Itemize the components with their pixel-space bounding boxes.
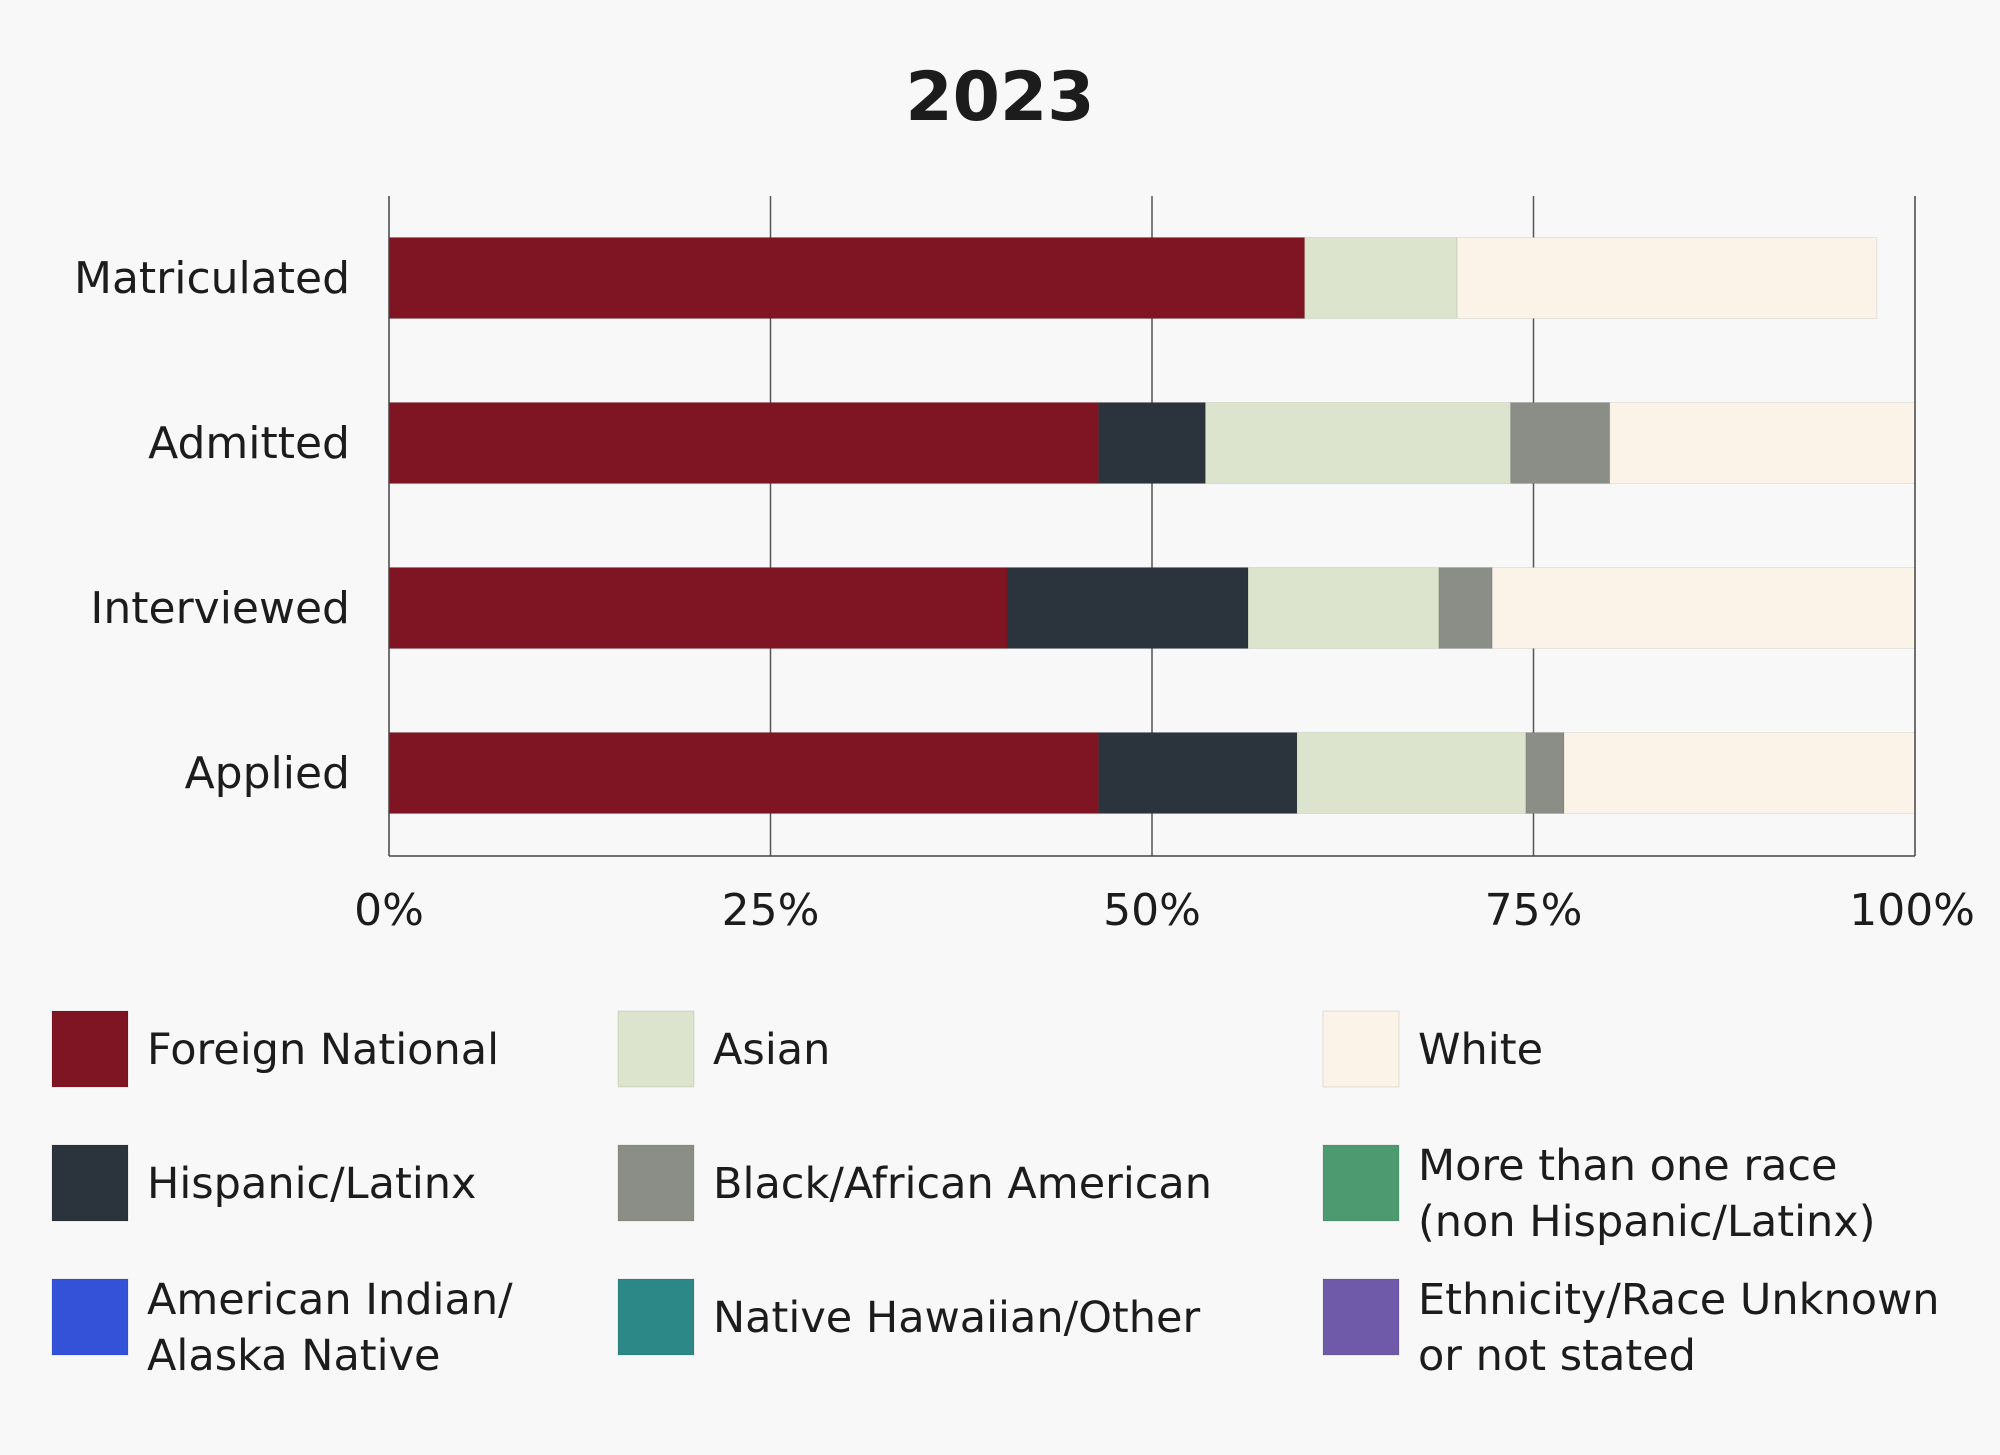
category-label: Matriculated (74, 253, 350, 304)
bar-segment (1456, 237, 1878, 319)
x-tick-label: 75% (1485, 885, 1583, 936)
legend-swatch (617, 1144, 695, 1222)
chart-title: 2023 (905, 58, 1094, 137)
bar-segment (1491, 567, 1916, 649)
legend-label: More than one race (1418, 1141, 1837, 1191)
legend-label: Asian (713, 1025, 830, 1075)
bar-segment (388, 237, 1306, 319)
bar-segment (1296, 732, 1527, 814)
bar-segment (1510, 402, 1611, 484)
bar-segment (1247, 567, 1440, 649)
legend-label: Foreign National (147, 1025, 499, 1075)
bar-segment (1438, 567, 1493, 649)
legend-label: (non Hispanic/Latinx) (1418, 1197, 1876, 1247)
category-label: Interviewed (90, 583, 350, 634)
bar-segment (1525, 732, 1565, 814)
x-tick-label: 25% (722, 885, 820, 936)
legend-swatch (51, 1144, 129, 1222)
bar-segment (1006, 567, 1249, 649)
bar-segment (1304, 237, 1458, 319)
category-label: Applied (185, 748, 350, 799)
legend-label: Hispanic/Latinx (147, 1159, 476, 1209)
x-tick-label: 50% (1103, 885, 1201, 936)
x-tick-label: 0% (354, 885, 424, 936)
legend-label: Black/African American (713, 1159, 1212, 1209)
category-labels: Matriculated Admitted Interviewed Applied (74, 253, 350, 799)
bar-segment (388, 732, 1100, 814)
legend-swatch (617, 1278, 695, 1356)
axes (388, 196, 1916, 857)
bar-segment (1204, 402, 1512, 484)
bar-segment (1609, 402, 1916, 484)
x-tick-label: 100% (1849, 885, 1975, 936)
bar-segment (1563, 732, 1916, 814)
legend-swatch (617, 1010, 695, 1088)
legend: Foreign National Asian White Hispanic/Latin… (51, 1010, 1940, 1381)
legend-label: Alaska Native (147, 1331, 441, 1381)
legend-swatch (1322, 1144, 1400, 1222)
legend-swatch (1322, 1010, 1400, 1088)
bars (388, 237, 1916, 814)
legend-label: or not stated (1418, 1331, 1696, 1381)
bar-segment (1098, 732, 1298, 814)
bar-segment (1098, 402, 1206, 484)
legend-label: Native Hawaiian/Other (713, 1293, 1200, 1343)
legend-label: Ethnicity/Race Unknown (1418, 1275, 1940, 1325)
bar-segment (388, 567, 1008, 649)
x-tick-labels: 0% 25% 50% 75% 100% (354, 885, 1975, 936)
legend-swatch (51, 1010, 129, 1088)
legend-swatch (1322, 1278, 1400, 1356)
legend-swatch (51, 1278, 129, 1356)
bar-segment (388, 402, 1100, 484)
legend-label: American Indian/ (147, 1275, 513, 1325)
legend-label: White (1418, 1025, 1543, 1075)
category-label: Admitted (148, 418, 350, 469)
